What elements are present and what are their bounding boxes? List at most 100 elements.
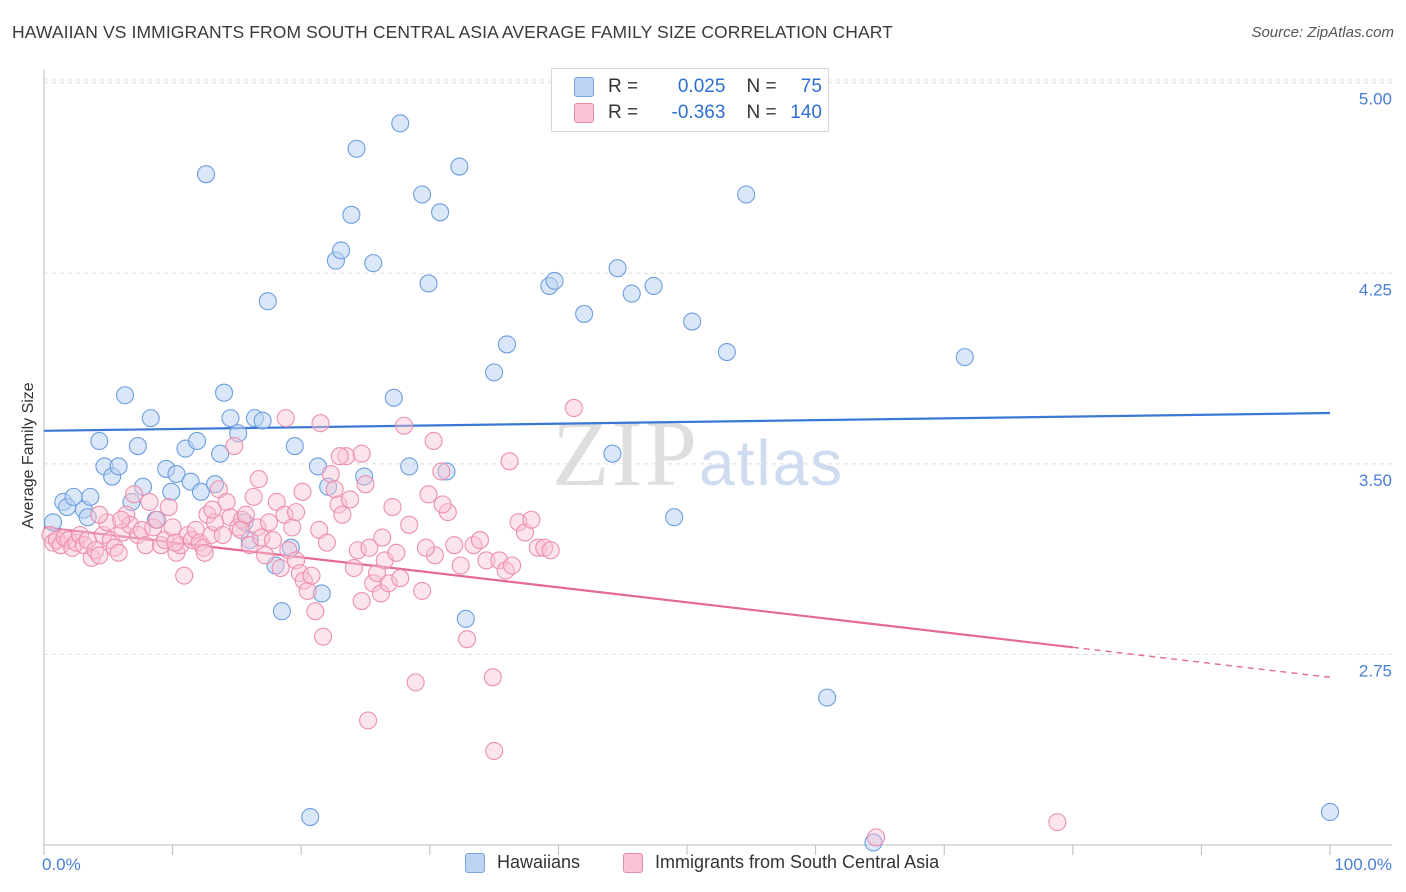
hawaiian-point	[355, 467, 374, 486]
immigrant-point	[217, 492, 236, 512]
pink-swatch-icon	[623, 852, 643, 873]
hawaiian-point	[1320, 802, 1340, 822]
hawaiian-point	[955, 348, 974, 367]
hawaiian-point	[162, 482, 181, 501]
tick-labels: 2.75 3.50 4.25 5.00 0.0% 100.0% Average Family…	[20, 90, 1392, 874]
immigrant-point	[329, 495, 348, 514]
hawaiian-point	[391, 114, 410, 133]
hawaiian-point	[608, 259, 627, 278]
immigrant-point	[391, 569, 410, 588]
x-tick-label: 100.0%	[1334, 855, 1392, 874]
immigrant-point	[225, 437, 244, 456]
immigrant-point	[166, 533, 185, 552]
hawaiian-point	[644, 276, 663, 296]
hawaiian-point	[683, 312, 702, 331]
hawaiian-point	[545, 271, 564, 290]
immigrant-point	[866, 828, 886, 847]
pink-swatch-icon	[574, 103, 594, 123]
hawaiian-point	[258, 292, 277, 311]
hawaiian-point	[196, 165, 216, 184]
hawaiian-point	[665, 508, 684, 527]
immigrant-point	[503, 556, 522, 575]
immigrant-point	[348, 541, 367, 560]
immigrant-point	[379, 574, 398, 593]
immigrant-point	[293, 482, 312, 501]
hawaiian-point	[347, 139, 366, 158]
immigrant-point	[330, 447, 349, 466]
immigrant-point	[306, 602, 325, 621]
immigrant-point	[112, 510, 131, 529]
immigrant-point	[298, 581, 317, 600]
immigrant-point	[213, 525, 232, 545]
r-label: R =	[608, 102, 639, 123]
axes	[43, 70, 1392, 855]
hawaiian-point	[90, 431, 109, 451]
source-label[interactable]: Source: ZipAtlas.com	[1251, 24, 1394, 41]
immigrant-point	[406, 673, 425, 692]
immigrant-point	[163, 518, 182, 537]
legend-label: Hawaiians	[497, 852, 581, 872]
immigrant-point	[276, 409, 295, 428]
immigrant-point	[249, 470, 268, 489]
immigrant-point	[416, 538, 435, 557]
n-label: N =	[746, 76, 777, 97]
hawaiian-point	[497, 335, 517, 354]
hawaiian-point	[485, 363, 504, 382]
chart-title: HAWAIIAN VS IMMIGRANTS FROM SOUTH CENTRA…	[12, 22, 893, 42]
r-label: R =	[608, 76, 639, 97]
watermark-atlas: atlas	[699, 427, 845, 499]
hawaiian-point	[187, 431, 207, 451]
immigrant-point	[314, 627, 333, 646]
immigrant-point	[90, 505, 109, 524]
immigrant-point	[325, 480, 344, 499]
data-points	[41, 114, 1340, 852]
immigrant-point	[221, 508, 240, 527]
immigrant-point	[337, 447, 356, 466]
immigrant-point	[387, 543, 406, 562]
immigrant-point	[97, 513, 117, 532]
hawaiian-point	[575, 304, 594, 323]
immigrant-point	[175, 566, 194, 585]
hawaiian-point	[221, 409, 240, 428]
immigrant-point	[395, 416, 414, 435]
immigrant-point	[132, 520, 151, 539]
immigrant-point	[121, 515, 140, 534]
hawaiian-point	[285, 437, 304, 456]
immigrant-point	[203, 500, 222, 519]
immigrant-point	[148, 510, 167, 529]
immigrant-point	[159, 497, 178, 517]
hawaiian-point	[437, 462, 456, 481]
y-tick-label: 3.50	[1359, 471, 1392, 490]
legend-item-hawaiians[interactable]: Hawaiians	[465, 852, 580, 873]
immigrant-point	[485, 741, 504, 761]
watermark: ZIPatlas	[552, 400, 844, 508]
immigrant-point	[140, 492, 159, 512]
y-axis-title: Average Family Size	[20, 382, 37, 529]
immigrant-point	[451, 556, 470, 575]
y-tick-label: 4.25	[1359, 280, 1392, 299]
hawaiian-point	[332, 241, 351, 260]
hawaiian-point	[141, 409, 160, 428]
immigrant-point	[231, 520, 250, 539]
hawaiian-point	[109, 457, 128, 476]
immigrant-point	[256, 546, 275, 565]
immigrant-point	[364, 574, 383, 593]
immigrant-point	[271, 558, 290, 578]
legend-item-immigrants[interactable]: Immigrants from South Central Asia	[623, 852, 939, 873]
immigrant-point	[283, 518, 302, 537]
blue-swatch-icon	[574, 77, 594, 97]
gridlines	[44, 79, 1392, 655]
hawaiian-point	[211, 444, 230, 463]
hawaiian-point	[312, 584, 331, 603]
legend-row-hawaiians: R = 0.025 N = 75	[574, 74, 822, 100]
immigrant-point	[522, 510, 541, 529]
n-value: 140	[790, 102, 822, 123]
trend-line-extension	[1072, 646, 1331, 678]
y-tick-label: 2.75	[1359, 661, 1392, 680]
r-value: 0.025	[677, 76, 726, 97]
hawaiian-point	[167, 464, 186, 484]
hawaiian-point	[253, 411, 272, 430]
immigrant-point	[445, 536, 464, 555]
legend-label: Immigrants from South Central Asia	[655, 852, 940, 872]
